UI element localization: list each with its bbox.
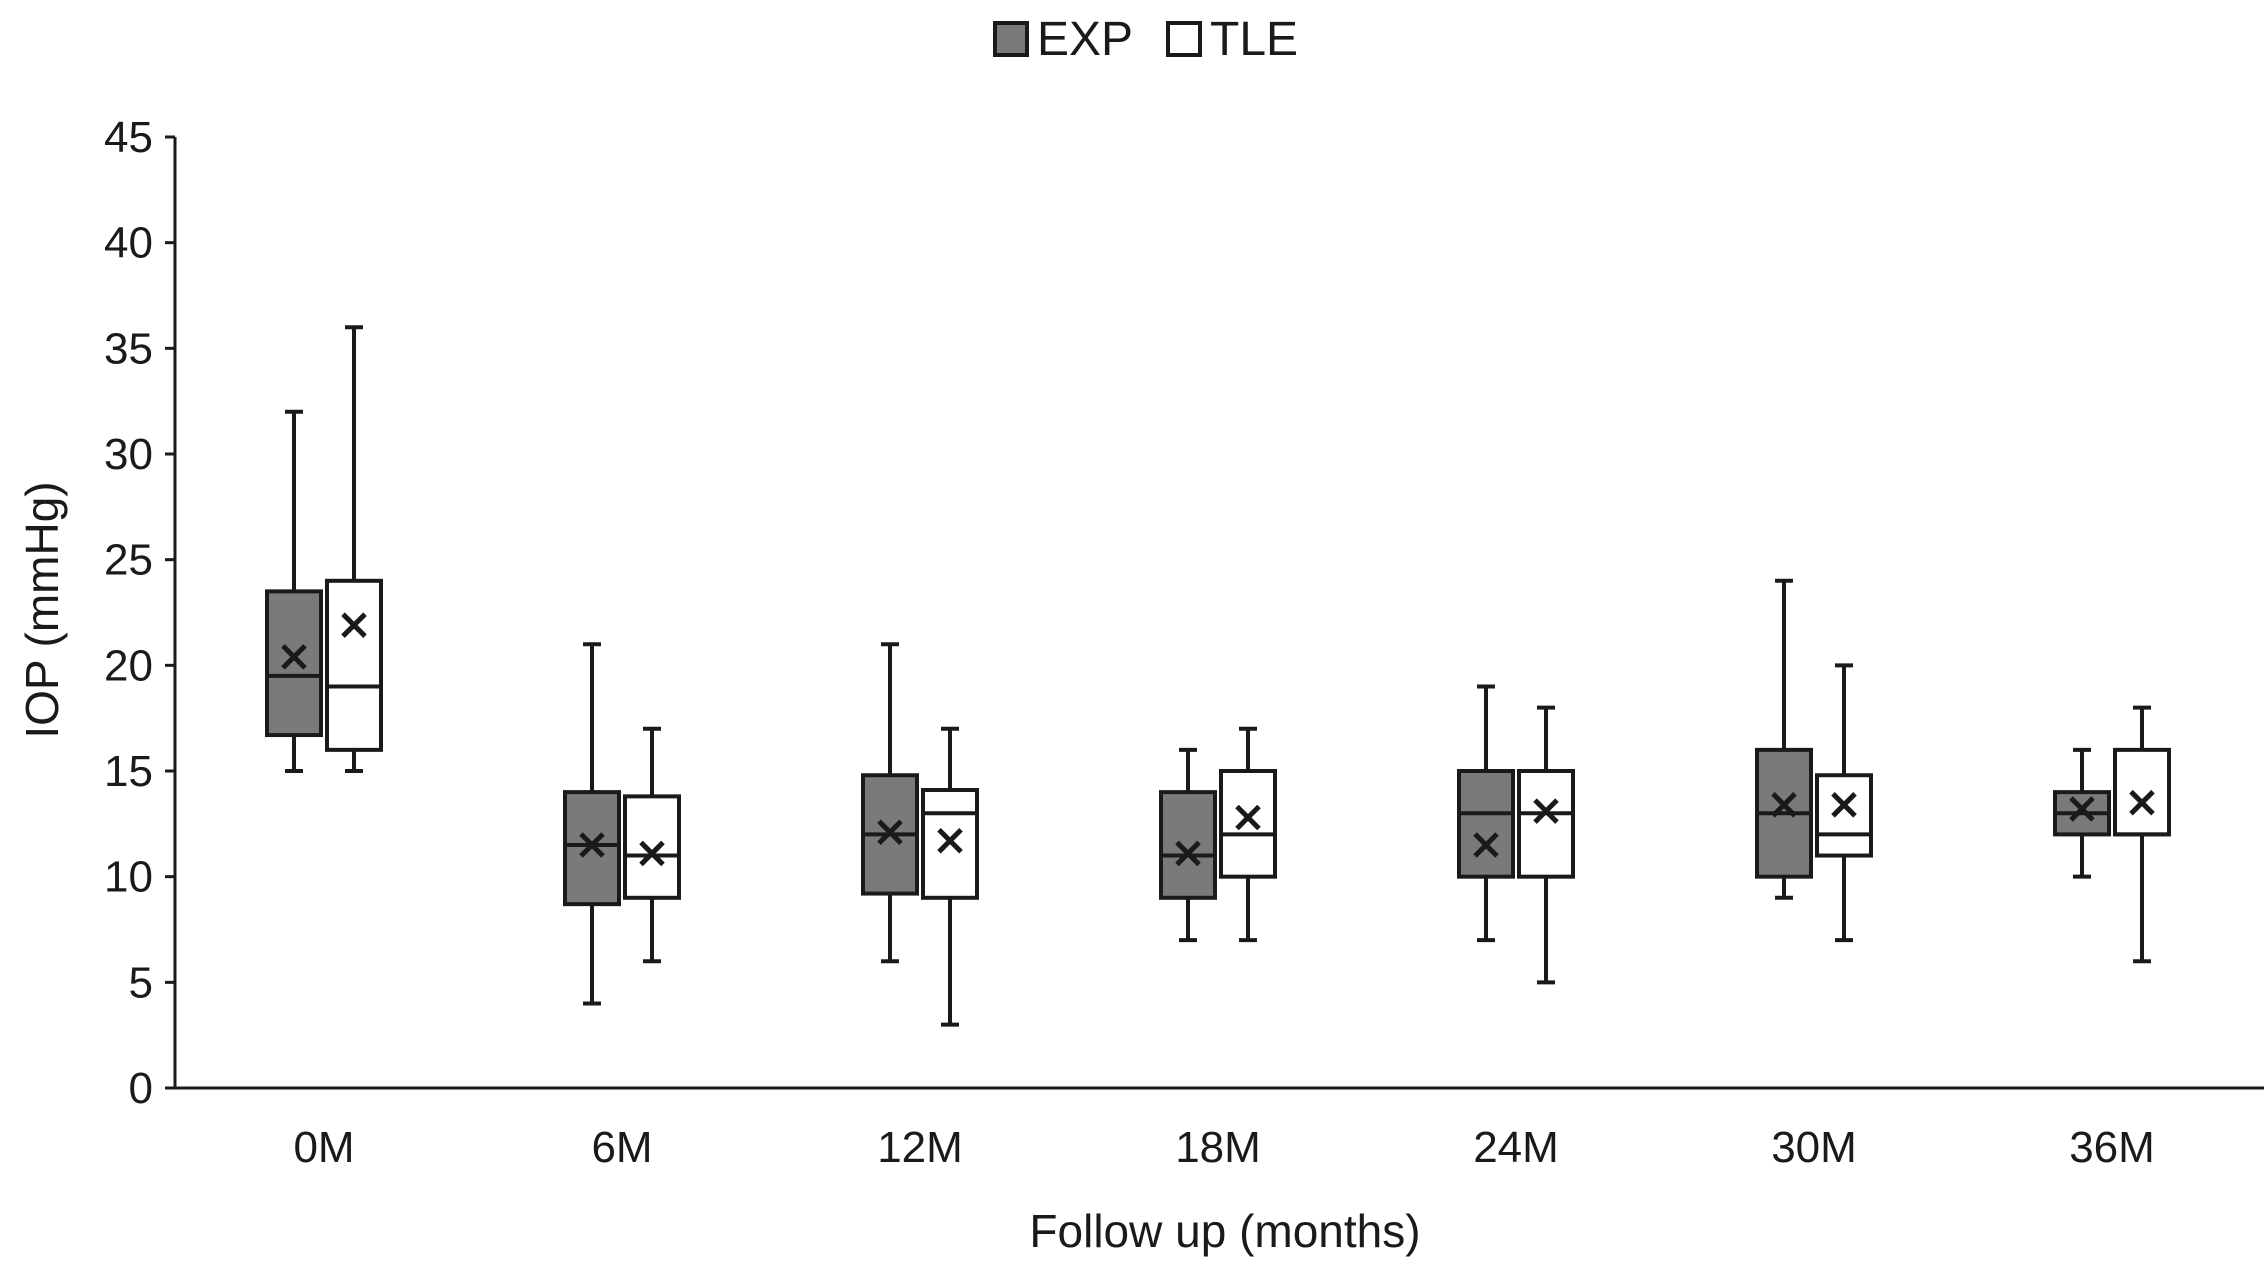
mean-marker: [2129, 789, 2155, 816]
mean-marker: [341, 612, 367, 638]
iqr-box: [1159, 790, 1217, 900]
mean-marker: [1473, 832, 1499, 858]
mean-marker: [1175, 840, 1201, 867]
box-exp: [265, 409, 323, 773]
x-tick-label: 18M: [1175, 1123, 1261, 1172]
mean-marker: [579, 832, 605, 858]
iqr-box: [1517, 769, 1575, 879]
y-tick-label: 30: [104, 430, 153, 479]
y-tick-label: 15: [104, 747, 153, 796]
legend-swatch-tle: [1166, 21, 1202, 57]
iqr-box: [1219, 769, 1277, 879]
box-exp: [1159, 747, 1217, 943]
x-tick-label: 36M: [2069, 1123, 2155, 1172]
y-tick-label: 0: [129, 1064, 153, 1113]
y-tick-label: 25: [104, 536, 153, 585]
legend-label-tle: TLE: [1210, 13, 1298, 66]
x-axis-title: Follow up (months): [1029, 1205, 1420, 1257]
box-tle: [2113, 705, 2171, 964]
iqr-box: [325, 578, 383, 752]
y-tick-label: 10: [104, 853, 153, 902]
iqr-box: [265, 589, 323, 738]
mean-marker: [639, 840, 665, 867]
x-tick-label: 12M: [877, 1123, 963, 1172]
box-exp: [2053, 747, 2111, 879]
box-tle: [325, 325, 383, 773]
x-tick-label: 30M: [1771, 1123, 1857, 1172]
mean-marker: [2069, 796, 2095, 822]
y-tick-label: 5: [129, 958, 153, 1007]
box-exp: [1457, 684, 1515, 943]
x-tick-label: 6M: [591, 1123, 652, 1172]
y-tick-label: 40: [104, 219, 153, 268]
legend: EXP TLE: [993, 13, 1298, 66]
mean-marker: [281, 644, 307, 670]
legend-swatch-exp: [993, 21, 1029, 57]
x-tick-label: 0M: [293, 1123, 354, 1172]
box-exp: [563, 642, 621, 1006]
legend-label-exp: EXP: [1037, 13, 1133, 66]
mean-marker: [1831, 792, 1857, 818]
mean-marker: [1235, 804, 1261, 831]
iqr-box: [1457, 769, 1515, 879]
box-exp: [1755, 578, 1813, 900]
box-tle: [1219, 726, 1277, 943]
box-exp: [861, 642, 919, 964]
y-tick-label: 45: [104, 113, 153, 162]
mean-marker: [1771, 792, 1797, 818]
box-tle: [1517, 705, 1575, 985]
box-tle: [623, 726, 681, 964]
x-tick-label: 24M: [1473, 1123, 1559, 1172]
iqr-box: [2113, 747, 2171, 837]
plot-area: [265, 325, 2171, 1027]
mean-marker: [877, 819, 903, 846]
mean-marker: [937, 827, 963, 854]
y-axis-title: IOP (mmHg): [16, 481, 68, 738]
iqr-box: [623, 794, 681, 900]
box-tle: [1815, 663, 1873, 943]
y-tick-label: 20: [104, 641, 153, 690]
box-tle: [921, 726, 979, 1027]
mean-marker: [1533, 798, 1559, 824]
y-tick-label: 35: [104, 324, 153, 373]
iqr-box: [1815, 773, 1873, 858]
axes: 0 5 10 15 20 25 30 35 40 45 0M 6M 12M 18M 24M 30M 36M: [104, 113, 2264, 1172]
